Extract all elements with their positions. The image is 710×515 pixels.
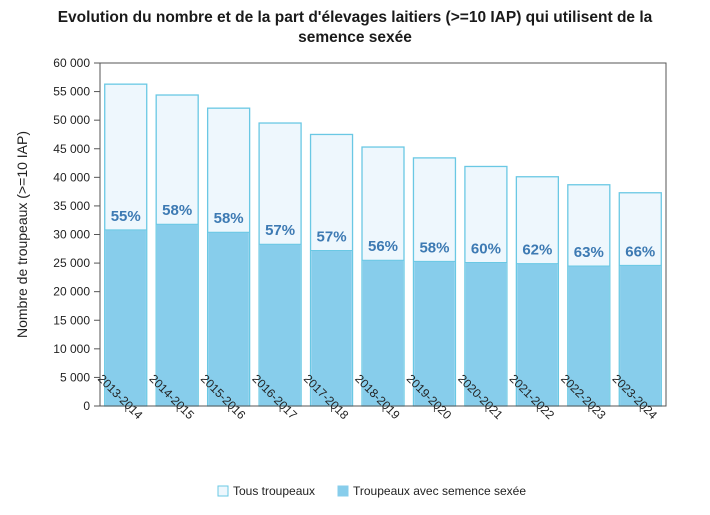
- y-axis-ticks: 0 5 000 10 000 15 000 20 000 25 000 30 000 35 0…: [53, 56, 100, 413]
- chart-title-line-2: semence sexée: [298, 29, 412, 46]
- y-tick-label: 50 000: [53, 113, 90, 127]
- percentage-label: 63%: [574, 244, 604, 261]
- bar-semence-sexee: [208, 232, 249, 406]
- y-tick-label: 15 000: [53, 313, 90, 327]
- bar-semence-sexee: [465, 262, 507, 406]
- y-tick-label: 10 000: [53, 342, 90, 356]
- bar-semence-sexee: [156, 224, 198, 406]
- percentage-label: 58%: [214, 210, 244, 227]
- y-tick-label: 5 000: [60, 370, 90, 384]
- percentage-label: 58%: [162, 202, 192, 219]
- bar-semence-sexee: [362, 260, 404, 406]
- percentage-label: 57%: [317, 229, 347, 246]
- chart-title-line-1: Evolution du nombre et de la part d'élev…: [57, 9, 653, 26]
- percentage-label: 55%: [111, 208, 141, 225]
- bar-semence-sexee: [414, 261, 455, 406]
- legend-swatch-semence-sexee: [337, 485, 349, 497]
- y-tick-label: 30 000: [53, 228, 90, 242]
- legend-label-semence-sexee: Troupeaux avec semence sexée: [353, 484, 526, 498]
- chart-title: Evolution du nombre et de la part d'élev…: [0, 8, 710, 48]
- y-tick-label: 25 000: [53, 256, 90, 270]
- bar-semence-sexee: [259, 244, 301, 406]
- y-tick-label: 20 000: [53, 285, 90, 299]
- percentage-label: 57%: [265, 222, 295, 239]
- bar-semence-sexee: [105, 229, 146, 406]
- percentage-labels: 55% 58% 58% 57% 57% 56% 58% 60% 62% 63% 66%: [111, 202, 656, 261]
- y-tick-label: 35 000: [53, 199, 90, 213]
- bar-semence-sexee: [311, 250, 352, 406]
- bar-semence-sexee: [568, 265, 610, 406]
- legend-label-tous-troupeaux: Tous troupeaux: [233, 484, 315, 498]
- y-tick-label: 45 000: [53, 142, 90, 156]
- bar-semence-sexee: [620, 265, 661, 406]
- bars: [104, 83, 662, 407]
- bar-semence-sexee: [517, 263, 558, 406]
- percentage-label: 66%: [625, 243, 655, 260]
- y-tick-label: 40 000: [53, 170, 90, 184]
- y-tick-label: 55 000: [53, 85, 90, 99]
- percentage-label: 60%: [471, 241, 501, 258]
- percentage-label: 58%: [419, 239, 449, 256]
- y-tick-label: 60 000: [53, 56, 90, 70]
- y-axis-title: Nombre de troupeaux (>=10 IAP): [14, 131, 30, 338]
- legend: Tous troupeaux Troupeaux avec semence sex…: [217, 484, 526, 498]
- y-tick-label: 0: [83, 399, 90, 413]
- legend-swatch-tous-troupeaux: [217, 485, 229, 497]
- percentage-label: 62%: [522, 242, 552, 259]
- percentage-label: 56%: [368, 238, 398, 255]
